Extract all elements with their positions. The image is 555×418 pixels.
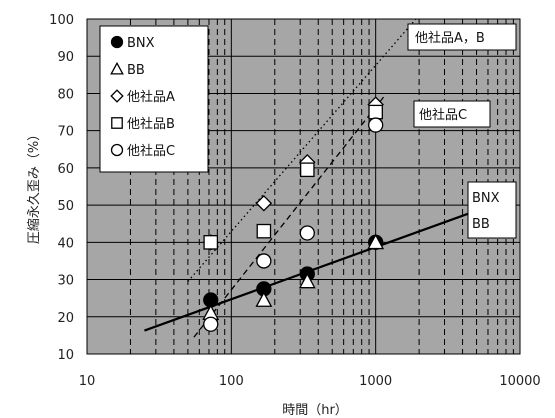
annotation-bnx-bb: BNX BB: [467, 181, 517, 239]
data-point-open-circle: [203, 316, 219, 332]
x-axis-title: 時間（hr）: [282, 403, 348, 418]
x-tick-label: 100: [219, 374, 244, 389]
legend-marker-open-triangle: [110, 61, 124, 75]
annotation-c: 他社品C: [413, 100, 491, 128]
legend-marker-filled-circle: [110, 35, 124, 49]
annotation-c-box: [413, 100, 491, 128]
legend-marker-open-circle: [110, 143, 124, 157]
y-tick-label: 30: [57, 274, 74, 289]
annotation-bnx-label: BNX: [472, 191, 500, 206]
legend-marker-open-square: [111, 117, 123, 129]
y-tick-label: 20: [57, 311, 74, 326]
plot-frame: [86, 18, 521, 355]
x-tick-label: 10: [79, 374, 96, 389]
annotation-ab-box: [407, 23, 517, 51]
data-point-open-square: [256, 223, 272, 239]
legend-label: 他社品B: [127, 116, 175, 132]
data-point-open-diamond: [255, 194, 273, 212]
legend-label: 他社品A: [127, 89, 175, 105]
data-point-open-square: [300, 162, 315, 178]
x-tick-label: 1000: [359, 374, 392, 389]
y-axis-title: 圧縮永久歪み（%）: [26, 128, 42, 244]
y-tick-label: 50: [57, 199, 74, 214]
trend-line-dashed: [193, 95, 385, 338]
y-tick-label: 90: [57, 50, 74, 65]
y-tick-label: 80: [57, 87, 74, 102]
data-point-open-triangle: [255, 291, 273, 307]
data-point-open-circle: [368, 117, 384, 133]
annotation-bnx-bb-box: [467, 181, 517, 239]
data-point-open-square: [203, 235, 219, 250]
legend-label: BB: [127, 63, 145, 78]
annotation-bb-label: BB: [472, 217, 490, 232]
legend-marker-open-diamond: [110, 89, 124, 103]
annotation-ab: 他社品A，B: [407, 23, 517, 51]
annotation-ab-label: 他社品A，B: [415, 30, 485, 46]
data-point-open-triangle: [298, 272, 316, 289]
y-tick-label: 60: [57, 162, 74, 177]
legend: BNX BB 他社品A 他社品B 他社品C: [99, 25, 209, 173]
legend-label: 他社品C: [127, 143, 175, 159]
data-point-open-circle: [299, 225, 315, 241]
legend-label: BNX: [127, 36, 155, 51]
x-tick-label: 10000: [499, 374, 540, 389]
y-tick-label: 100: [49, 13, 74, 28]
y-tick-label: 10: [57, 348, 74, 363]
y-tick-label: 70: [57, 125, 74, 140]
y-tick-label: 40: [57, 236, 74, 251]
data-point-open-circle: [256, 253, 272, 269]
data-point-open-triangle: [367, 233, 385, 250]
data-point-open-square: [368, 104, 383, 120]
annotation-c-label: 他社品C: [419, 107, 467, 123]
